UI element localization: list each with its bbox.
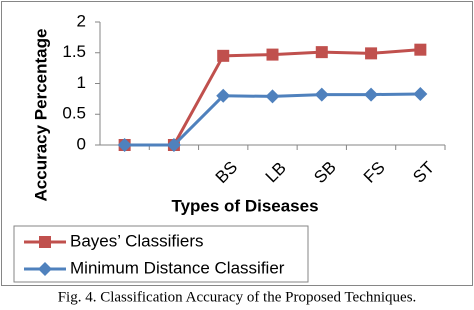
legend-label: Bayes’ Classifiers — [70, 231, 204, 250]
data-point — [365, 47, 378, 60]
y-tick-label: 0 — [77, 134, 86, 153]
x-tick-label: SB — [310, 158, 339, 187]
data-point — [414, 43, 427, 56]
data-point — [315, 46, 328, 59]
x-tick-label: FS — [360, 158, 389, 187]
y-tick-label: 0.5 — [62, 104, 86, 123]
data-point — [266, 48, 279, 61]
x-axis-label: Types of Diseases — [171, 196, 318, 215]
data-point — [265, 89, 280, 104]
y-tick-label: 2 — [77, 11, 86, 30]
x-tick-label: BS — [212, 158, 241, 187]
legend-label: Minimum Distance Classifier — [70, 258, 285, 277]
data-point — [364, 87, 379, 102]
x-tick-label: ST — [409, 158, 438, 187]
legend-marker — [38, 262, 52, 276]
data-point — [413, 86, 428, 101]
data-point — [217, 49, 230, 62]
y-tick-label: 1 — [77, 73, 86, 92]
chart-border — [1, 1, 473, 286]
legend-marker — [39, 236, 51, 248]
data-point — [166, 138, 181, 152]
data-point — [314, 87, 329, 102]
caption: Fig. 4. Classification Accuracy of the P… — [58, 289, 417, 305]
y-axis-label: Accuracy Percentage — [31, 29, 50, 202]
data-point — [117, 138, 132, 152]
data-point — [216, 88, 231, 103]
x-tick-label: LB — [262, 158, 290, 186]
legend-box — [13, 225, 309, 283]
y-tick-label: 1.5 — [62, 42, 86, 61]
